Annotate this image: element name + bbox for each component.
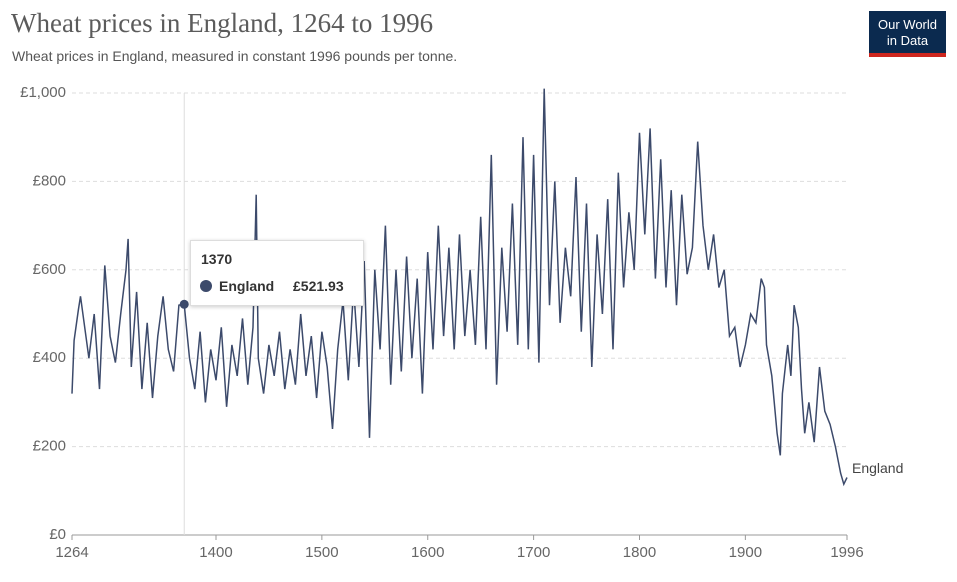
x-tick-label: 1800 [623, 544, 656, 561]
logo-line: in Data [886, 33, 929, 48]
x-tick-label: 1600 [411, 544, 444, 561]
tooltip-series: England [219, 278, 275, 294]
x-tick-label: 1264 [55, 544, 88, 561]
hover-point [179, 299, 189, 309]
logo-line: Our World [878, 17, 937, 32]
x-tick-label: 1996 [830, 544, 863, 561]
y-tick-label: £0 [49, 526, 66, 543]
tooltip-swatch [200, 280, 212, 292]
y-tick-label: £1,000 [20, 84, 66, 101]
tooltip-value: £521.93 [293, 278, 344, 294]
tooltip-title: 1370 [201, 251, 233, 267]
y-tick-label: £200 [33, 438, 66, 455]
chart-title: Wheat prices in England, 1264 to 1996 [11, 8, 434, 38]
tooltip: 1370 England £521.93 [190, 240, 364, 306]
y-tick-label: £600 [33, 261, 66, 278]
x-tick-label: 1400 [199, 544, 232, 561]
y-tick-label: £800 [33, 172, 66, 189]
y-tick-label: £400 [33, 349, 66, 366]
x-tick-label: 1500 [305, 544, 338, 561]
logo[interactable]: Our World in Data [869, 11, 946, 57]
chart-subtitle: Wheat prices in England, measured in con… [12, 48, 458, 64]
x-tick-label: 1700 [517, 544, 550, 561]
series-line [71, 88, 848, 487]
series-label: England [852, 460, 903, 476]
x-tick-label: 1900 [729, 544, 762, 561]
swatch [200, 280, 212, 292]
